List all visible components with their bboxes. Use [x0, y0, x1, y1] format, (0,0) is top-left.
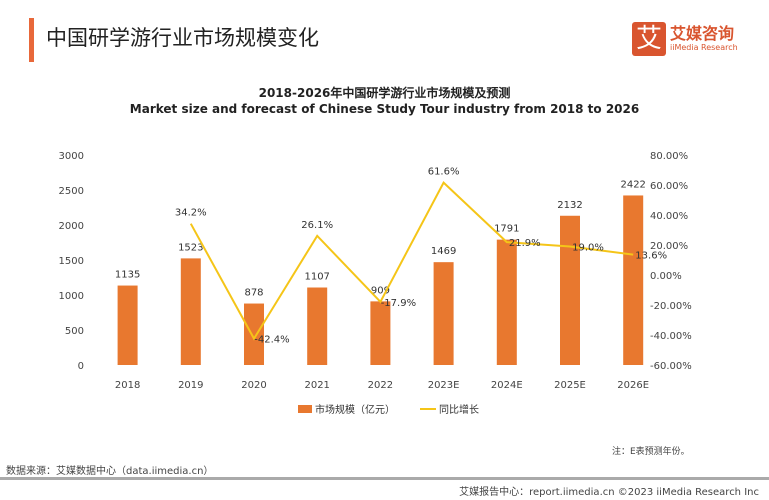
y-right-tick: -20.00% [650, 301, 692, 312]
y-left-tick: 0 [78, 361, 84, 372]
line-label: 19.0% [572, 243, 604, 254]
bar [244, 303, 264, 365]
bar [180, 258, 201, 365]
bar [623, 195, 644, 365]
bar-label: 878 [244, 288, 263, 299]
line-label: -42.4% [254, 335, 289, 346]
footer-credit: 艾媒报告中心：report.iimedia.cn ©2023 iiMedia R… [459, 487, 759, 498]
y-left-tick: 3000 [59, 151, 84, 162]
legend-bar-swatch [298, 405, 312, 413]
bar-label: 1107 [304, 272, 329, 283]
chart: 0 500 1000 1500 2000 2500 3000 -60.00% -40.00% -2… [59, 151, 692, 416]
line-label: 61.6% [428, 167, 460, 178]
bar [307, 287, 328, 365]
bar-label: 2132 [557, 200, 582, 211]
bar [433, 262, 454, 365]
logo-cn: 艾媒咨询 [670, 24, 735, 43]
y-right-tick: 60.00% [650, 181, 688, 192]
legend-line-label: 同比增长 [439, 403, 479, 416]
x-tick: 2025E [554, 380, 586, 391]
growth-line [189, 180, 634, 341]
line-label: 13.6% [635, 251, 667, 262]
chart-title: 2018-2026年中国研学游行业市场规模及预测 [258, 86, 511, 100]
x-tick: 2022 [368, 380, 393, 391]
bar [370, 301, 391, 365]
chart-subtitle: Market size and forecast of Chinese Stud… [129, 102, 640, 116]
logo: 艾 艾媒咨询 iiMedia Research [632, 22, 738, 56]
x-tick: 2019 [178, 380, 203, 391]
y-left-tick: 1500 [59, 256, 84, 267]
legend-bar-label: 市场规模（亿元） [315, 403, 395, 416]
y-left-tick: 500 [65, 326, 84, 337]
x-tick: 2023E [428, 380, 460, 391]
y-right-tick: -60.00% [650, 361, 692, 372]
y-left-tick: 2000 [59, 221, 84, 232]
y-left-tick: 1000 [59, 291, 84, 302]
bar-label: 1469 [431, 246, 456, 257]
x-tick: 2020 [241, 380, 266, 391]
x-tick: 2021 [304, 380, 329, 391]
title-accent-bar [29, 18, 34, 62]
bar-label: 909 [371, 285, 390, 296]
data-source: 数据来源：艾媒数据中心（data.iimedia.cn） [6, 466, 214, 477]
bar-label: 2422 [620, 179, 645, 190]
bar-label: 1523 [178, 242, 203, 253]
x-tick: 2018 [115, 380, 140, 391]
bar [496, 239, 517, 365]
line-label: 21.9% [509, 238, 541, 249]
page-title: 中国研学游行业市场规模变化 [46, 26, 319, 50]
bar-label: 1135 [115, 270, 140, 281]
logo-en: iiMedia Research [670, 43, 738, 52]
line-label: 34.2% [175, 208, 207, 219]
y-right-tick: 80.00% [650, 151, 688, 162]
y-right-tick: -40.00% [650, 331, 692, 342]
x-tick: 2024E [491, 380, 523, 391]
y-right-tick: 40.00% [650, 211, 688, 222]
x-tick: 2026E [617, 380, 649, 391]
y-left-tick: 2500 [59, 186, 84, 197]
bar [560, 215, 580, 365]
forecast-note: 注：E表预测年份。 [612, 447, 690, 457]
logo-mark: 艾 [632, 22, 666, 56]
bar [117, 285, 138, 365]
line-label: 26.1% [301, 220, 333, 231]
bar-label: 1791 [494, 224, 519, 235]
y-right-tick: 0.00% [650, 271, 682, 282]
y-right-tick: 20.00% [650, 241, 688, 252]
line-label: -17.9% [381, 298, 416, 309]
footer-divider [0, 477, 769, 480]
